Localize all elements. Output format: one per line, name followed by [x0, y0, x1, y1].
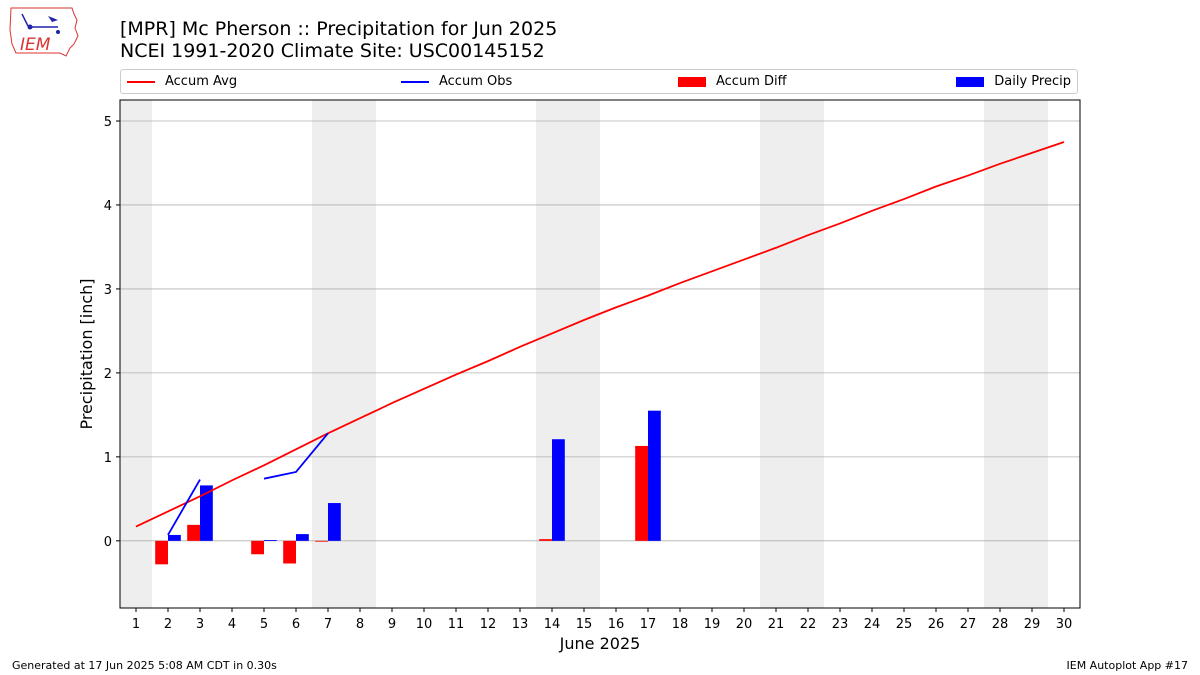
accum-avg-line — [135, 141, 1065, 528]
x-tick-label: 15 — [576, 617, 593, 632]
plot-frame — [119, 99, 1081, 609]
footer-generated-text: Generated at 17 Jun 2025 5:08 AM CDT in … — [12, 659, 277, 672]
x-tick-label: 5 — [260, 617, 268, 632]
x-tick-label: 21 — [768, 617, 785, 632]
chart-legend: Accum Avg Accum Obs Accum Diff Daily Precip — [120, 69, 1078, 94]
accum-diff-bar — [187, 524, 200, 541]
y-tick-label: 4 — [104, 199, 112, 214]
accum-diff-bar — [251, 540, 264, 555]
x-tick-label: 25 — [896, 617, 913, 632]
daily-precip-bar — [552, 439, 565, 541]
legend-label: Accum Diff — [716, 74, 787, 89]
accum-diff-bar — [155, 540, 168, 565]
daily-precip-bar — [168, 534, 181, 541]
weekend-shade — [760, 100, 824, 608]
legend-item: Accum Avg — [127, 70, 237, 93]
x-axis-label: June 2025 — [559, 634, 641, 653]
y-axis-label: Precipitation [inch] — [77, 278, 96, 429]
accum-diff-bar — [539, 539, 552, 541]
x-tick-label: 20 — [736, 617, 753, 632]
legend-item: Accum Diff — [678, 70, 787, 93]
x-tick-label: 16 — [608, 617, 625, 632]
legend-item: Accum Obs — [401, 70, 512, 93]
y-tick-label: 5 — [104, 115, 112, 130]
legend-item: Daily Precip — [956, 70, 1071, 93]
x-tick-label: 4 — [228, 617, 236, 632]
x-tick-label: 22 — [800, 617, 817, 632]
daily-precip-bar — [296, 534, 309, 541]
x-tick-label: 12 — [480, 617, 497, 632]
accum-obs-line — [263, 432, 329, 480]
chart-title: [MPR] Mc Pherson :: Precipitation for Ju… — [120, 18, 558, 40]
x-tick-label: 28 — [992, 617, 1009, 632]
x-tick-label: 2 — [164, 617, 172, 632]
x-tick-label: 30 — [1056, 617, 1073, 632]
y-tick-label: 1 — [104, 451, 112, 466]
x-tick-label: 26 — [928, 617, 945, 632]
footer-app-label: IEM Autoplot App #17 — [1066, 659, 1189, 672]
daily-precip-bar — [264, 539, 277, 541]
weekend-shade — [120, 100, 152, 608]
x-tick-label: 11 — [448, 617, 465, 632]
legend-label: Accum Avg — [165, 74, 238, 89]
x-tick-label: 24 — [864, 617, 881, 632]
y-tick-label: 3 — [104, 283, 112, 298]
y-tick-label: 2 — [104, 367, 112, 382]
x-tick-label: 14 — [544, 617, 561, 632]
x-tick-label: 3 — [196, 617, 204, 632]
x-tick-label: 29 — [1024, 617, 1041, 632]
x-tick-label: 18 — [672, 617, 689, 632]
legend-swatch — [956, 76, 985, 87]
weekend-shade — [312, 100, 376, 608]
x-tick-label: 27 — [960, 617, 977, 632]
chart-subtitle: NCEI 1991-2020 Climate Site: USC00145152 — [120, 40, 545, 62]
accum-diff-bar — [283, 540, 296, 564]
daily-precip-bar — [648, 410, 661, 541]
x-tick-label: 1 — [132, 617, 140, 632]
y-tick-label: 0 — [104, 535, 112, 550]
x-tick-label: 8 — [356, 617, 364, 632]
legend-swatch — [127, 80, 155, 83]
x-tick-label: 13 — [512, 617, 529, 632]
legend-swatch — [678, 76, 706, 87]
weekend-shade — [984, 100, 1048, 608]
accum-diff-bar — [315, 540, 328, 542]
x-tick-label: 7 — [324, 617, 332, 632]
legend-swatch — [401, 80, 429, 83]
weekend-shade — [536, 100, 600, 608]
daily-precip-bar — [328, 503, 341, 541]
x-tick-label: 17 — [640, 617, 657, 632]
accum-obs-line — [167, 479, 201, 536]
x-tick-label: 19 — [704, 617, 721, 632]
accum-diff-bar — [635, 445, 648, 541]
logo-text: IEM — [20, 35, 51, 55]
daily-precip-bar — [200, 485, 213, 541]
x-tick-label: 9 — [388, 617, 396, 632]
iem-logo: IEM — [9, 7, 79, 57]
legend-label: Daily Precip — [994, 74, 1071, 89]
x-tick-label: 23 — [832, 617, 849, 632]
legend-label: Accum Obs — [439, 74, 513, 89]
x-tick-label: 10 — [416, 617, 433, 632]
x-tick-label: 6 — [292, 617, 300, 632]
